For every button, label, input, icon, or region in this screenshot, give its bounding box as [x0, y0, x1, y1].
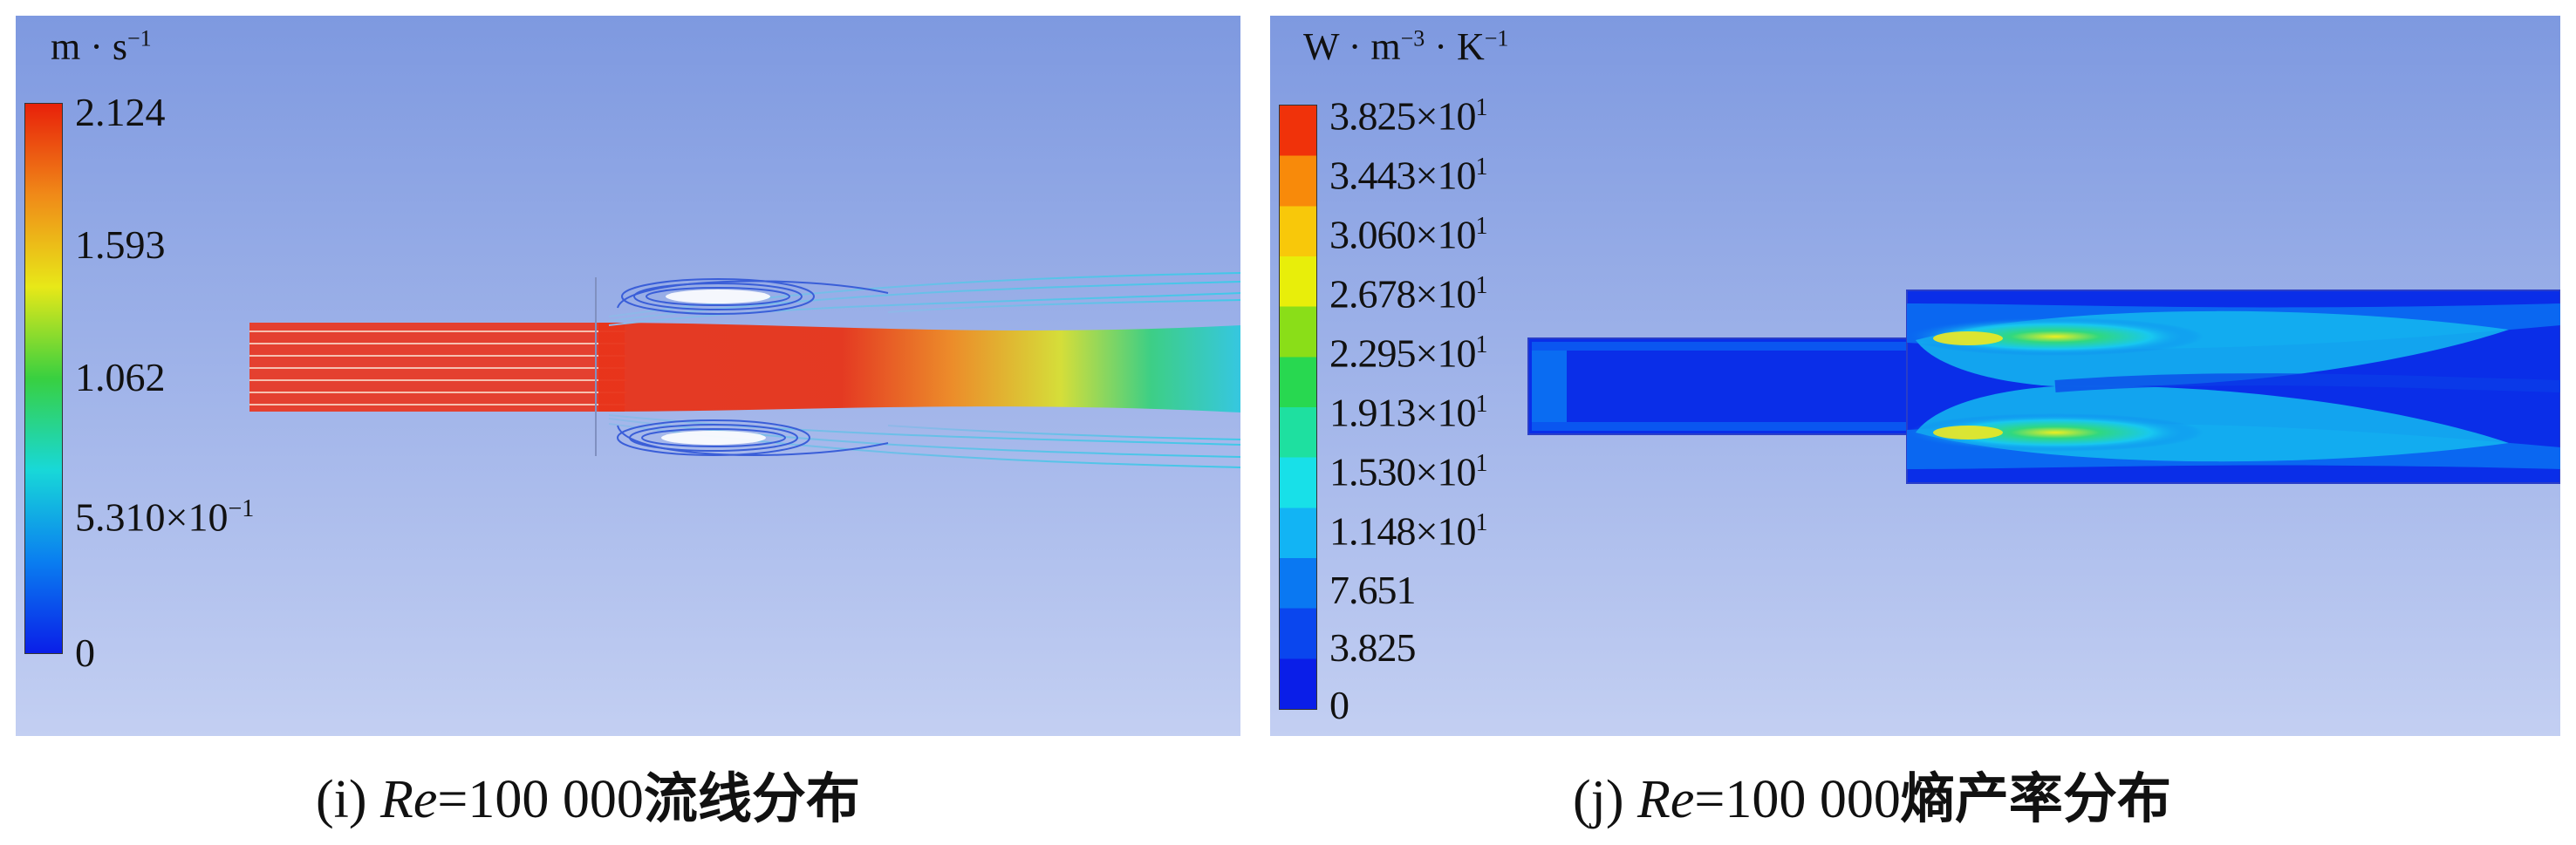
- velocity-colorbar: [24, 103, 63, 654]
- upper-vortex: [617, 278, 889, 315]
- colorbar-tick: 2.295×101: [1329, 331, 1487, 376]
- colorbar-tick: 3.825: [1329, 625, 1416, 670]
- entropy-panel: W · m−3 · K−1 3.825×101 3.443×101 3.060×…: [1270, 16, 2560, 736]
- inlet-channel: [1527, 337, 1910, 435]
- colorbar-tick: 1.913×101: [1329, 390, 1487, 435]
- colorbar-tick: 2.124: [75, 90, 166, 134]
- lower-hotspot: [1907, 413, 2204, 452]
- entropy-field: [1527, 290, 2560, 484]
- colorbar-tick: 3.443×101: [1329, 153, 1487, 198]
- colorbar-tick: 1.593: [75, 222, 166, 267]
- colorbar-tick: 7.651: [1329, 568, 1416, 612]
- colorbar-tick: 0: [75, 630, 95, 675]
- inlet-streamlines: [249, 331, 626, 405]
- colorbar-tick: 1.062: [75, 355, 166, 399]
- colorbar-tick: 5.310×10−1: [75, 494, 255, 540]
- colorbar-tick: 1.530×101: [1329, 449, 1487, 494]
- streamline-panel: m · s−1 2.124 1.593 1.062 5.310×10−1 0: [16, 16, 1240, 736]
- velocity-unit: m · s−1: [51, 25, 152, 68]
- caption-i: (i) Re=100 000流线分布: [316, 770, 860, 829]
- colorbar-tick: 3.060×101: [1329, 212, 1487, 257]
- colorbar-tick: 1.148×101: [1329, 508, 1487, 554]
- streamline-field: [249, 272, 1240, 468]
- caption-j: (j) Re=100 000熵产率分布: [1573, 770, 2171, 829]
- expanding-jet: [598, 323, 1240, 412]
- lower-vortex: [617, 419, 889, 456]
- colorbar-tick: 0: [1329, 683, 1349, 727]
- colorbar-tick: 2.678×101: [1329, 271, 1487, 317]
- colorbar-tick: 3.825×101: [1329, 93, 1487, 139]
- upper-hotspot: [1907, 317, 2204, 356]
- outer-streamlines: [608, 272, 1240, 468]
- entropy-colorbar: [1279, 105, 1317, 710]
- entropy-unit: W · m−3 · K−1: [1303, 25, 1509, 68]
